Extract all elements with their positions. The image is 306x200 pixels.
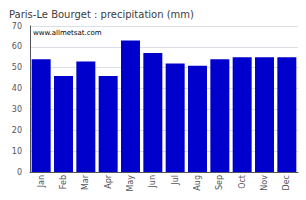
svg-text:Sep: Sep (215, 175, 224, 190)
svg-text:60: 60 (12, 42, 22, 51)
svg-text:Jun: Jun (148, 175, 157, 189)
svg-text:Paris-Le Bourget : precipitati: Paris-Le Bourget : precipitation (mm) (9, 9, 194, 20)
svg-text:May: May (126, 175, 135, 192)
svg-text:Feb: Feb (59, 175, 68, 189)
svg-text:Dec: Dec (282, 175, 291, 190)
svg-text:10: 10 (12, 147, 22, 156)
svg-text:30: 30 (12, 105, 22, 114)
svg-text:www.allmetsat.com: www.allmetsat.com (33, 29, 102, 37)
svg-text:70: 70 (12, 22, 22, 31)
svg-text:Jul: Jul (171, 175, 180, 186)
svg-text:Aug: Aug (193, 175, 202, 191)
svg-text:0: 0 (17, 168, 22, 177)
svg-text:Apr: Apr (104, 174, 113, 189)
svg-text:Oct: Oct (238, 175, 247, 189)
svg-text:Mar: Mar (81, 174, 90, 190)
svg-text:Nov: Nov (260, 175, 269, 191)
svg-text:40: 40 (12, 84, 22, 93)
svg-text:Jan: Jan (37, 175, 46, 188)
svg-text:20: 20 (12, 126, 22, 135)
svg-text:50: 50 (12, 63, 22, 72)
